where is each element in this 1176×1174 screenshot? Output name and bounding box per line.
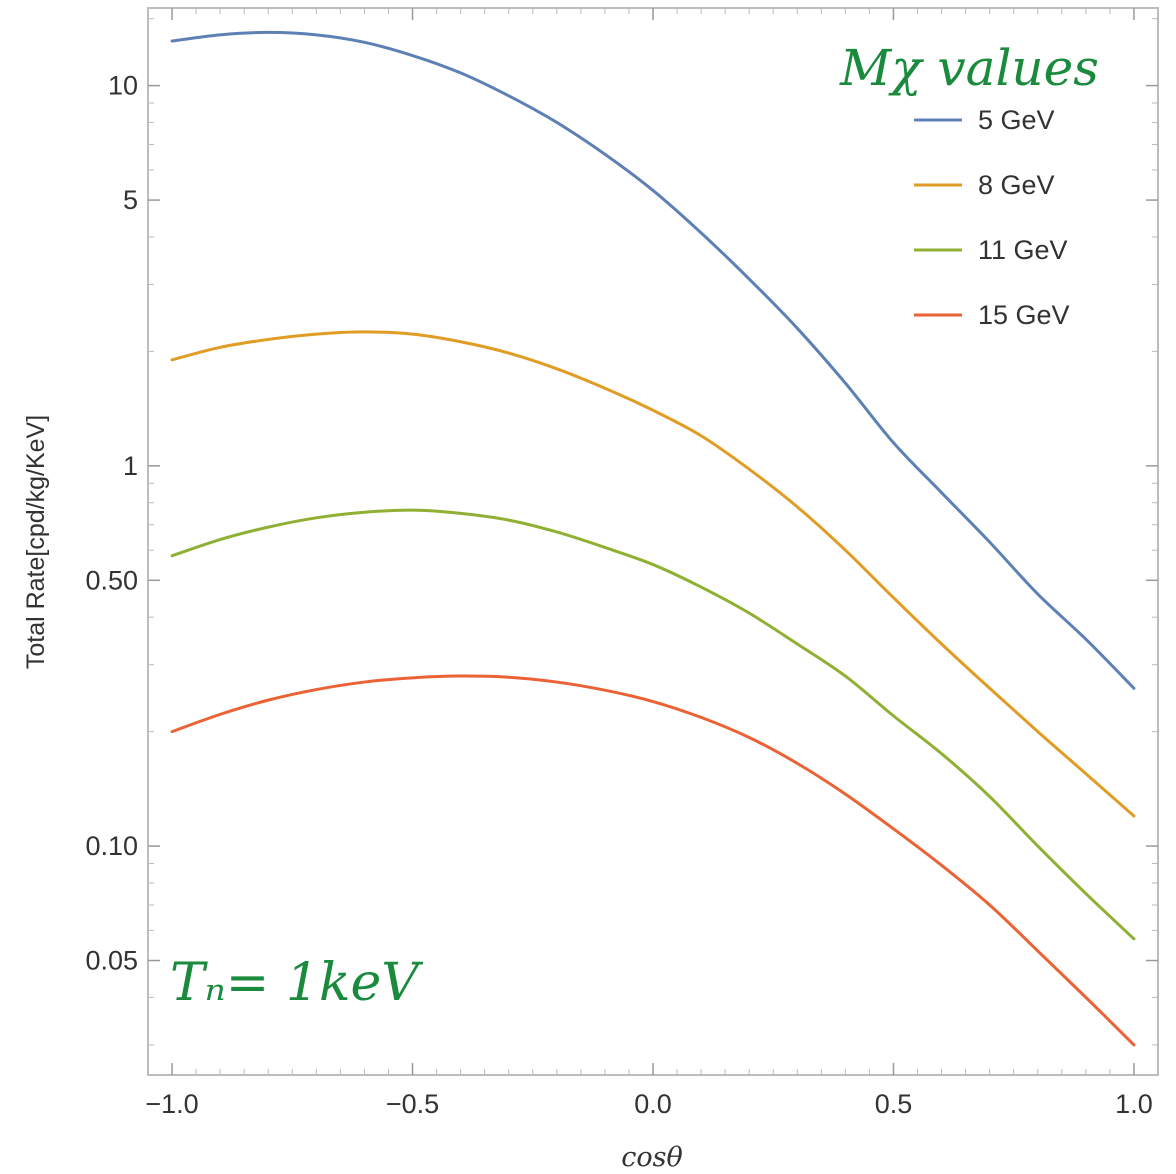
y-tick-label: 0.10: [85, 831, 138, 861]
legend-label-11-gev: 11 GeV: [978, 235, 1068, 265]
x-axis-label: cosθ: [621, 1142, 683, 1173]
axis-ticks: −1.0 −0.5 0.0 0.5 1.0 0.05 0.10 0.50 1 5 10: [85, 8, 1158, 1119]
y-tick-label: 0.05: [85, 946, 138, 976]
series-line-11-gev: [170, 508, 1136, 941]
legend: 5 GeV 8 GeV 11 GeV 15 GeV: [914, 105, 1070, 330]
x-tick-label: 1.0: [1115, 1089, 1153, 1119]
y-tick-label: 10: [108, 71, 138, 101]
legend-title: Mχ values: [839, 39, 1099, 97]
y-tick-label: 1: [123, 451, 138, 481]
legend-label-8-gev: 8 GeV: [978, 170, 1055, 200]
y-tick-label: 5: [123, 185, 138, 215]
energy-annotation: Tₙ= 1keV: [170, 953, 423, 1013]
series-lines: [170, 30, 1136, 1047]
series-line-5-gev: [170, 30, 1136, 690]
legend-label-15-gev: 15 GeV: [978, 300, 1070, 330]
legend-label-5-gev: 5 GeV: [978, 105, 1055, 135]
x-tick-label: −0.5: [386, 1089, 439, 1119]
plot-frame: [147, 7, 1159, 1076]
y-axis-label: Total Rate[cpd/kg/KeV]: [22, 415, 50, 669]
y-tick-label: 0.50: [85, 565, 138, 595]
series-line-15-gev: [170, 674, 1136, 1047]
x-tick-label: 0.5: [875, 1089, 913, 1119]
x-tick-label: −1.0: [145, 1089, 198, 1119]
x-tick-label: 0.0: [634, 1089, 672, 1119]
series-line-8-gev: [170, 330, 1136, 818]
